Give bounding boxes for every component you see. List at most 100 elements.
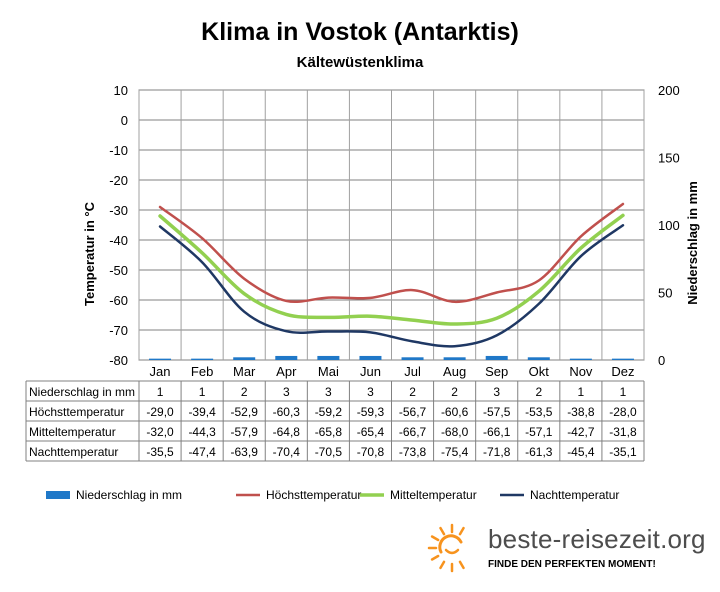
table-cell: -56,7 (399, 405, 427, 419)
y-left-tick-label: -60 (109, 293, 128, 308)
table-cell: -47,4 (188, 445, 216, 459)
x-tick-label: Nov (569, 364, 593, 379)
table-row-header: Nachttemperatur (29, 445, 118, 459)
x-tick-label: Mar (233, 364, 256, 379)
line-nachttemperatur (158, 224, 625, 348)
precipitation-bar (359, 355, 382, 360)
table-cell: -65,8 (315, 425, 343, 439)
table-cell: 1 (199, 385, 206, 399)
legend-label: Nachttemperatur (530, 488, 619, 502)
table-cell: -59,2 (315, 405, 343, 419)
sun-smile (444, 548, 460, 555)
precipitation-bar (233, 357, 256, 360)
table-cell: 3 (493, 385, 500, 399)
x-tick-label: Jul (404, 364, 421, 379)
y-left-tick-label: 10 (114, 83, 128, 98)
table-cell: -57,1 (525, 425, 553, 439)
y-right-tick-label: 0 (658, 353, 665, 368)
table-cell: -63,9 (231, 445, 259, 459)
legend-label: Höchsttemperatur (266, 488, 361, 502)
table-cell: -66,7 (399, 425, 427, 439)
table-cell: 1 (157, 385, 164, 399)
table-cell: 3 (325, 385, 332, 399)
logo-tagline: FINDE DEN PERFEKTEN MOMENT! (488, 559, 656, 570)
precipitation-bar (527, 357, 550, 360)
table-cell: -38,8 (567, 405, 595, 419)
table-cell: -66,1 (483, 425, 511, 439)
table-cell: -70,5 (315, 445, 343, 459)
y-left-tick-label: 0 (121, 113, 128, 128)
x-tick-label: Feb (191, 364, 213, 379)
x-tick-label: Jun (360, 364, 381, 379)
table-cell: -57,9 (231, 425, 259, 439)
precipitation-bar (317, 355, 340, 360)
sun-ray (439, 526, 446, 536)
table-cell: -65,4 (357, 425, 385, 439)
sun-ray (430, 554, 440, 561)
table-row-header: Niederschlag in mm (29, 385, 135, 399)
sun-logo-icon (427, 523, 465, 573)
precipitation-bar (485, 355, 508, 360)
x-tick-label: Sep (485, 364, 508, 379)
y-left-tick-label: -80 (109, 353, 128, 368)
sun-ray (458, 560, 465, 570)
precipitation-bar (149, 358, 172, 360)
y-left-tick-label: -30 (109, 203, 128, 218)
legend-swatch (46, 491, 70, 499)
table-cell: -53,5 (525, 405, 553, 419)
table-cell: -35,1 (609, 445, 637, 459)
precipitation-bar (275, 355, 298, 360)
table-cell: 2 (535, 385, 542, 399)
table-cell: -75,4 (441, 445, 469, 459)
table-cell: -70,4 (273, 445, 301, 459)
y-left-tick-label: -40 (109, 233, 128, 248)
precipitation-bar (401, 357, 424, 360)
table-cell: -71,8 (483, 445, 511, 459)
table-cell: 1 (578, 385, 585, 399)
table-cell: 3 (367, 385, 374, 399)
x-tick-label: Dez (611, 364, 634, 379)
table-cell: -42,7 (567, 425, 595, 439)
chart-subtitle: Kältewüstenklima (296, 54, 424, 71)
y-right-tick-label: 200 (658, 83, 680, 98)
y-left-tick-label: -20 (109, 173, 128, 188)
table-cell: 1 (620, 385, 627, 399)
line-mitteltemperatur (158, 213, 625, 326)
table-cell: -32,0 (146, 425, 174, 439)
sun-ray (458, 526, 465, 536)
table-cell: 2 (241, 385, 248, 399)
table-cell: -60,3 (273, 405, 301, 419)
y-left-tick-label: -50 (109, 263, 128, 278)
table-cell: -29,0 (146, 405, 174, 419)
table-cell: -73,8 (399, 445, 427, 459)
x-tick-label: Apr (276, 364, 297, 379)
temperature-lines (158, 202, 625, 348)
table-cell: 2 (451, 385, 458, 399)
line-hoechsttemperatur (158, 202, 625, 304)
table-cell: -28,0 (609, 405, 637, 419)
table-row-header: Höchsttemperatur (29, 405, 124, 419)
x-axis-categories: Jan Feb Mar Apr Mai Jun Jul Aug Sep Okt Nov Dez (150, 364, 635, 379)
table-cell: -39,4 (188, 405, 216, 419)
y-axis-right-title: Niederschlag in mm (685, 181, 700, 305)
table-cell: -52,9 (231, 405, 259, 419)
x-tick-label: Aug (443, 364, 466, 379)
precipitation-bar (569, 358, 592, 360)
y-axis-left-ticks: 10 0 -10 -20 -30 -40 -50 -60 -70 -80 (109, 83, 128, 368)
y-left-tick-label: -70 (109, 323, 128, 338)
table-cell: -31,8 (609, 425, 637, 439)
table-cell: -64,8 (273, 425, 301, 439)
y-axis-right-ticks: 200 150 100 50 0 (658, 83, 680, 368)
table-cell: -44,3 (188, 425, 216, 439)
sun-ray (430, 535, 440, 542)
table-cell: 2 (409, 385, 416, 399)
table-cell: -70,8 (357, 445, 385, 459)
x-tick-label: Okt (529, 364, 550, 379)
table-cell: -59,3 (357, 405, 385, 419)
precipitation-bar (443, 357, 466, 360)
y-right-tick-label: 50 (658, 286, 672, 301)
legend-label: Mitteltemperatur (390, 488, 477, 502)
precipitation-bar (191, 358, 214, 360)
precipitation-bars (149, 355, 634, 360)
